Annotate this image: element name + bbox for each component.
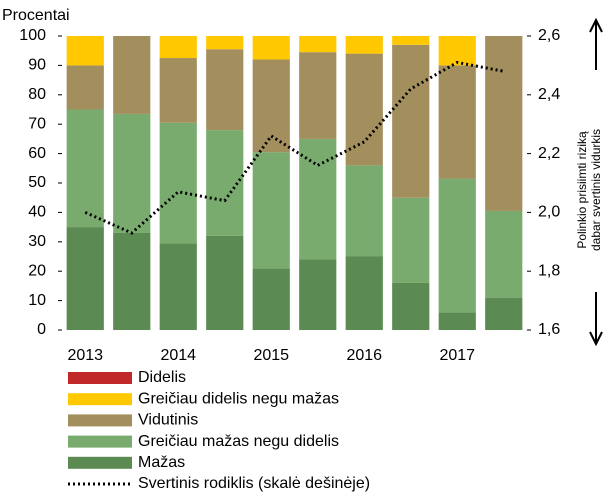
bar-segment — [113, 36, 151, 114]
legend-swatch — [68, 393, 132, 406]
bar-segment — [485, 210, 523, 298]
arrows — [589, 17, 603, 347]
legend-label: Vidutinis — [138, 412, 198, 429]
y-tick-label: 80 — [28, 86, 46, 103]
x-tick-label: 2014 — [160, 347, 196, 364]
bar-segment — [66, 65, 104, 110]
bar-segment — [299, 52, 337, 139]
bar-segment — [159, 36, 197, 59]
bar-segment — [206, 49, 244, 131]
y2-axis-label: dabar svertinis vidurkis — [589, 129, 603, 251]
y2-tick-label: 2,4 — [538, 86, 560, 103]
y-tick-label: 70 — [28, 115, 46, 132]
bar-segment — [438, 65, 476, 179]
y-tick-label: 90 — [28, 57, 46, 74]
bar-segment — [206, 130, 244, 236]
bar-segment — [345, 36, 383, 54]
y-tick-label: 30 — [28, 233, 46, 250]
legend-label: Greičiau didelis negu mažas — [138, 390, 339, 407]
y2-tick-label: 1,8 — [538, 262, 560, 279]
bar-segment — [113, 232, 151, 330]
legend-swatch — [68, 414, 132, 427]
y2-tick-label: 2,6 — [538, 27, 560, 44]
bar-segment — [345, 165, 383, 257]
bar-segment — [438, 312, 476, 330]
y-tick-label: 0 — [37, 321, 46, 338]
bar-segment — [66, 36, 104, 66]
bar-segment — [392, 44, 430, 198]
y-tick-label: 10 — [28, 292, 46, 309]
legend-swatch — [68, 372, 132, 384]
line-series — [84, 60, 505, 235]
y-tick-label: 50 — [28, 174, 46, 191]
bar-segment — [66, 227, 104, 330]
bar-segment — [345, 256, 383, 330]
bar-segment — [485, 297, 523, 330]
bar-segment — [159, 243, 197, 330]
down-arrow-head — [589, 331, 603, 347]
bar-segment — [392, 197, 430, 283]
y-tick-label: 20 — [28, 262, 46, 279]
bar-segment — [159, 58, 197, 123]
bar-segment — [392, 282, 430, 330]
bar-segment — [66, 109, 104, 228]
y2-tick-label: 1,6 — [538, 321, 560, 338]
x-tick-label: 2017 — [439, 347, 475, 364]
bar-segment — [299, 36, 337, 53]
bar-segment — [299, 138, 337, 260]
legend-label: Mažas — [138, 454, 185, 471]
bar-segment — [252, 152, 290, 269]
bar-segment — [252, 36, 290, 60]
bar-segment — [485, 36, 523, 211]
y2-axis-label: Polinkio prisiimti riziką — [575, 131, 589, 249]
bar-segment — [252, 268, 290, 330]
y-tick-label: 40 — [28, 204, 46, 221]
legend-label: Svertinis rodiklis (skalė dešinėje) — [138, 475, 370, 492]
x-tick-label: 2015 — [253, 347, 289, 364]
legend-label: Greičiau mažas negu didelis — [138, 433, 339, 450]
legend-label: Didelis — [138, 369, 186, 386]
x-tick-label: 2016 — [346, 347, 382, 364]
bar-segment — [252, 59, 290, 153]
bar-segment — [299, 259, 337, 330]
bar-segment — [206, 36, 244, 50]
legend-swatch — [68, 435, 132, 448]
legend-swatch — [68, 456, 132, 469]
y-tick-label: 60 — [28, 145, 46, 162]
bar-segment — [438, 36, 476, 66]
y2-tick-label: 2,2 — [538, 145, 560, 162]
bar-segment — [206, 235, 244, 330]
bar-segment — [159, 122, 197, 244]
x-tick-label: 2013 — [67, 347, 103, 364]
y-axis-label: Procentai — [2, 7, 70, 24]
up-arrow-head — [589, 17, 603, 33]
bar-segment — [113, 113, 151, 233]
bar-segment — [438, 178, 476, 313]
y-tick-label: 100 — [19, 27, 46, 44]
bar-segment — [345, 53, 383, 166]
y2-tick-label: 2,0 — [538, 204, 560, 221]
bar-segment — [392, 36, 430, 45]
